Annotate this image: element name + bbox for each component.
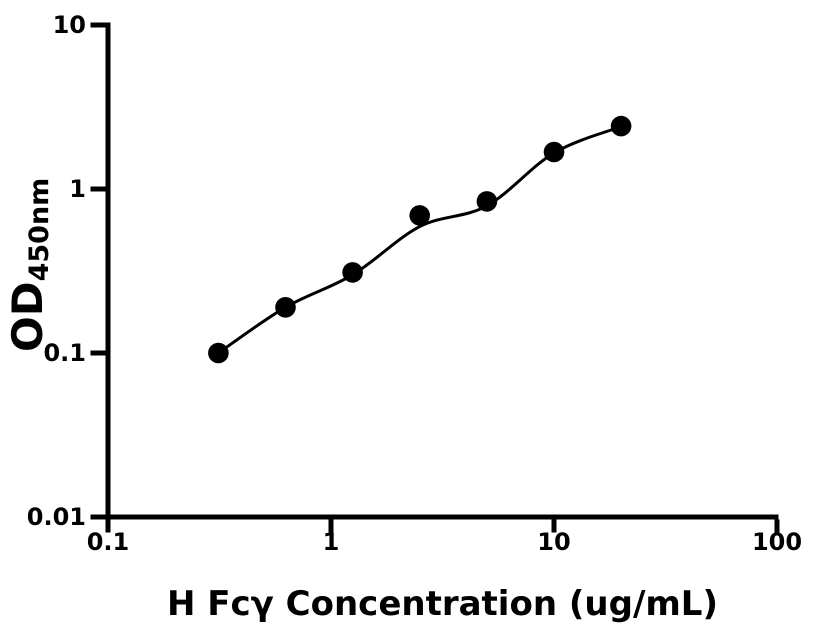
y-tick-label: 0.1 — [43, 339, 86, 367]
data-point — [476, 191, 498, 212]
y-axis-spine — [105, 22, 111, 520]
x-tick — [105, 519, 111, 533]
data-point — [409, 205, 431, 226]
x-tick — [551, 519, 557, 533]
x-axis-spine — [105, 514, 779, 520]
x-axis-title: H Fcγ Concentration (ug/mL) — [166, 584, 718, 624]
y-tick-label: 0.01 — [26, 503, 86, 531]
x-tick-label: 10 — [537, 528, 571, 556]
y-axis-title-main: OD — [3, 281, 52, 352]
y-tick-label: 1 — [69, 175, 86, 203]
y-tick — [90, 22, 106, 28]
y-axis-title-subscript: 450nm — [24, 177, 55, 282]
x-tick — [328, 519, 334, 533]
y-axis-title: OD450nm — [3, 178, 64, 352]
data-point — [543, 141, 565, 163]
data-point — [342, 262, 363, 283]
data-point — [275, 297, 296, 318]
data-point — [208, 342, 229, 364]
y-tick-label: 10 — [52, 11, 86, 39]
y-tick — [90, 514, 106, 520]
x-tick — [774, 519, 780, 533]
x-tick-label: 1 — [322, 528, 340, 556]
data-point — [610, 115, 632, 137]
x-tick-label: 0.1 — [86, 528, 130, 556]
fit-curve-line — [217, 125, 622, 355]
x-tick-label: 100 — [751, 528, 803, 556]
y-tick — [90, 350, 106, 356]
y-tick — [90, 186, 106, 192]
